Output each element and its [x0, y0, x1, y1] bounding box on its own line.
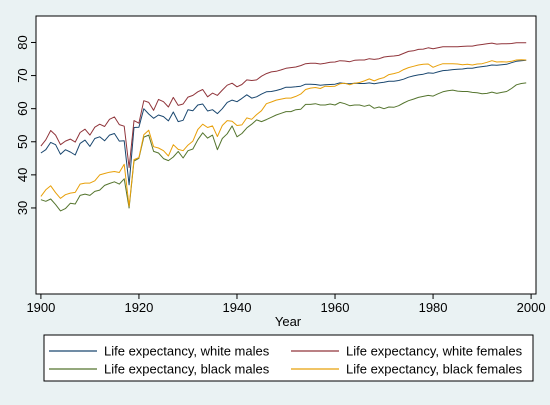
x-tick-label: 2000: [517, 300, 546, 315]
x-axis-label: Year: [275, 314, 302, 329]
legend-box: [43, 334, 534, 382]
y-tick-label: 50: [15, 135, 30, 149]
legend-label: Life expectancy, black females: [346, 362, 523, 377]
x-tick-label: 1980: [419, 300, 448, 315]
x-tick-label: 1940: [223, 300, 252, 315]
y-tick-label: 70: [15, 68, 30, 82]
legend-label: Life expectancy, white males: [104, 344, 270, 359]
x-tick-label: 1900: [26, 300, 55, 315]
y-tick-label: 30: [15, 201, 30, 215]
series-line-4: [40, 59, 527, 207]
legend-label: Life expectancy, black males: [104, 362, 270, 377]
y-tick-label: 80: [15, 35, 30, 49]
y-tick-label: 40: [15, 168, 30, 182]
series-line-2: [40, 42, 527, 169]
x-tick-label: 1960: [321, 300, 350, 315]
legend-label: Life expectancy, white females: [346, 344, 523, 359]
y-tick-label: 60: [15, 101, 30, 115]
series-lines: [40, 42, 527, 212]
x-tick-label: 1920: [124, 300, 153, 315]
y-axis: 30 40 50 60 70 80: [15, 35, 36, 215]
legend: Life expectancy, white males Life expecta…: [49, 344, 523, 377]
plot-area-background: [35, 15, 537, 295]
series-line-3: [40, 82, 527, 212]
series-line-1: [40, 59, 527, 186]
x-axis: 1900 1920 1940 1960 1980 2000: [26, 294, 546, 315]
